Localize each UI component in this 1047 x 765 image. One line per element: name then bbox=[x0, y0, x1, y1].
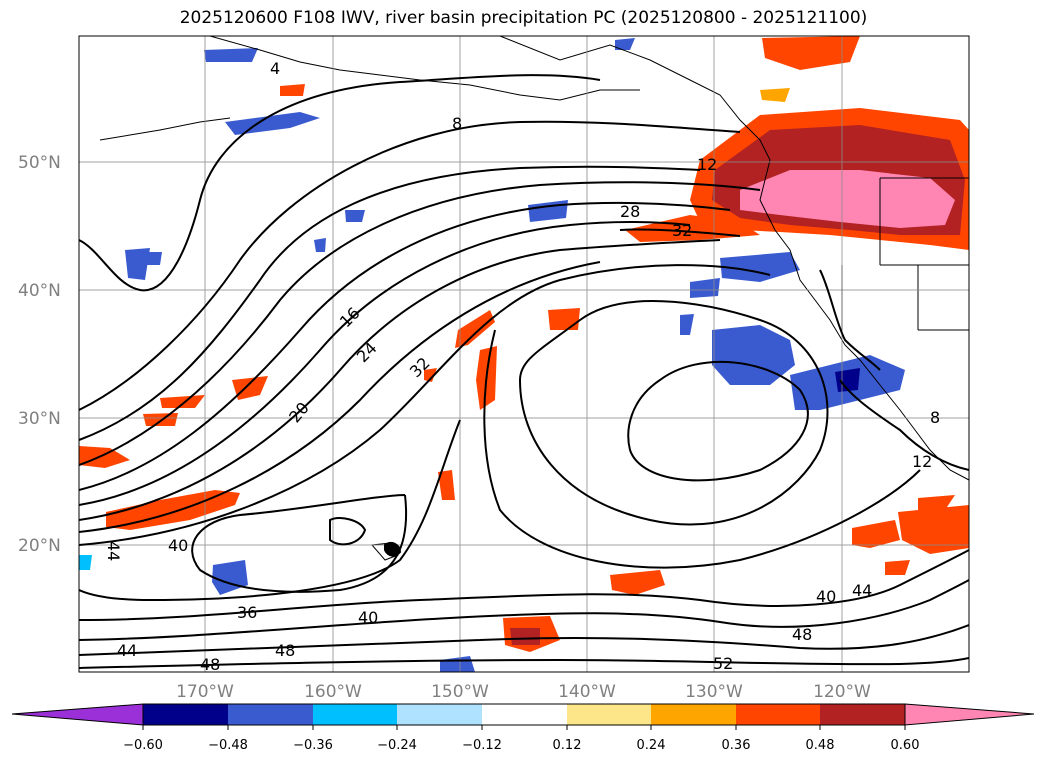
colorbar-extend-low bbox=[11, 703, 144, 726]
contour-label: 40 bbox=[358, 608, 378, 627]
contour-label: 36 bbox=[237, 603, 257, 622]
colorbar-swatch bbox=[313, 704, 397, 725]
colorbar-tick-label: −0.12 bbox=[462, 738, 502, 753]
contour-label: 44 bbox=[104, 541, 123, 561]
contour-label: 44 bbox=[117, 641, 137, 660]
lon-label-170w: 170°W bbox=[176, 682, 234, 702]
plot-frame bbox=[78, 35, 970, 673]
contour-label: 40 bbox=[168, 536, 188, 555]
contour-label: 32 bbox=[672, 221, 692, 240]
colorbar-tick-label: 0.24 bbox=[637, 738, 666, 753]
colorbar-swatch bbox=[567, 704, 651, 725]
colorbar-tick-label: −0.48 bbox=[208, 738, 248, 753]
contour-label: 40 bbox=[816, 587, 836, 606]
colorbar-swatch bbox=[143, 704, 228, 725]
lon-label-160w: 160°W bbox=[304, 682, 362, 702]
colorbar-swatch bbox=[820, 704, 905, 725]
colorbar-tick-label: −0.60 bbox=[123, 738, 163, 753]
longitude-labels: 170°W 160°W 150°W 140°W 130°W 120°W bbox=[176, 682, 871, 702]
colorbar-swatch bbox=[651, 704, 736, 725]
lat-label-30n: 30°N bbox=[18, 409, 61, 429]
iwv-contours bbox=[79, 74, 969, 669]
colorbar-tick-label: 0.48 bbox=[806, 738, 835, 753]
contour-label: 44 bbox=[852, 581, 872, 600]
colorbar-extend-high bbox=[904, 703, 1035, 726]
colorbar-tick-label: −0.36 bbox=[293, 738, 333, 753]
contour-labels: 4 8 12 28 32 16 24 32 20 40 44 36 40 44 … bbox=[104, 59, 940, 674]
contour-label: 48 bbox=[275, 641, 295, 660]
lat-label-20n: 20°N bbox=[18, 536, 61, 556]
colorbar-tick-label: 0.60 bbox=[891, 738, 920, 753]
lon-label-140w: 140°W bbox=[558, 682, 616, 702]
contour-label: 12 bbox=[912, 452, 932, 471]
lat-label-40n: 40°N bbox=[18, 281, 61, 301]
contour-label: 8 bbox=[930, 408, 940, 427]
map-plot-area: 4 8 12 28 32 16 24 32 20 40 44 36 40 44 … bbox=[79, 36, 969, 674]
contour-label: 48 bbox=[200, 655, 220, 674]
negative-anomaly-shading bbox=[79, 38, 905, 672]
colorbar-tick-label: 0.36 bbox=[722, 738, 751, 753]
contour-label: 8 bbox=[452, 114, 462, 133]
lon-label-120w: 120°W bbox=[813, 682, 871, 702]
lon-label-150w: 150°W bbox=[431, 682, 489, 702]
map-title: 2025120600 F108 IWV, river basin precipi… bbox=[179, 8, 868, 28]
colorbar-tick-label: −0.24 bbox=[377, 738, 417, 753]
colorbar: −0.60 −0.48 −0.36 −0.24 −0.12 0.12 0.24 … bbox=[11, 703, 1035, 753]
colorbar-swatch bbox=[228, 704, 313, 725]
lat-label-50n: 50°N bbox=[18, 153, 61, 173]
contour-label: 12 bbox=[697, 155, 717, 174]
contour-label: 48 bbox=[792, 625, 812, 644]
map-gridlines bbox=[79, 36, 969, 672]
colorbar-swatch bbox=[397, 704, 482, 725]
positive-anomaly-shading bbox=[79, 36, 969, 652]
contour-label: 52 bbox=[713, 654, 733, 673]
colorbar-tick-label: 0.12 bbox=[553, 738, 582, 753]
latitude-labels: 50°N 40°N 30°N 20°N bbox=[18, 153, 61, 556]
colorbar-swatch bbox=[736, 704, 820, 725]
contour-label: 28 bbox=[620, 202, 640, 221]
contour-label: 4 bbox=[270, 59, 280, 78]
colorbar-swatch bbox=[482, 704, 567, 725]
lon-label-130w: 130°W bbox=[685, 682, 743, 702]
